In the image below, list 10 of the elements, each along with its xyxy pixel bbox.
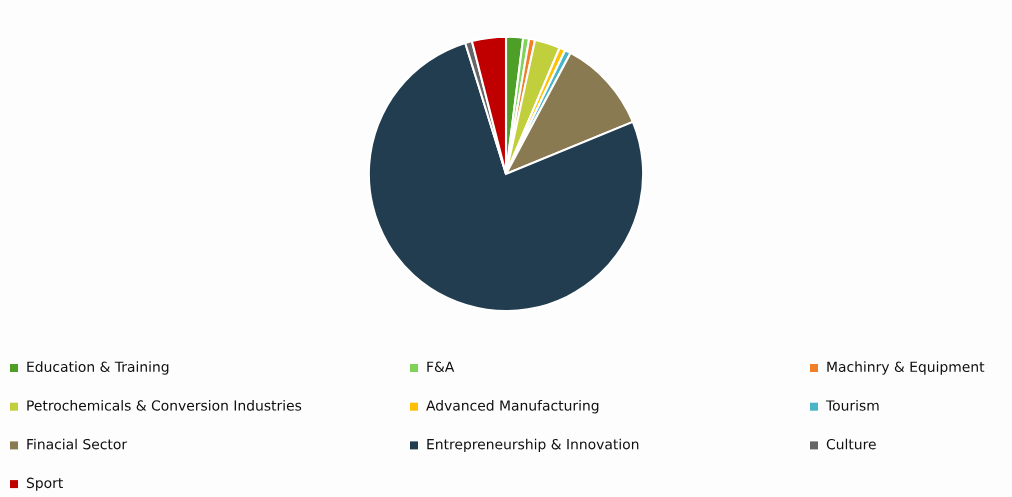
legend-label: Machinry & Equipment — [827, 361, 985, 375]
legend-label: Culture — [826, 438, 876, 450]
legend-label: Tourism — [825, 399, 879, 411]
legend-label: Entrepreneurship & Innovation — [427, 438, 639, 453]
legend-label: F&A — [427, 361, 455, 373]
legend-label: Finacial Sector — [27, 438, 128, 450]
legend-label: Petrochemicals & Conversion Industries — [27, 399, 302, 411]
legend-label: Education & Training — [27, 361, 169, 375]
legend-label: Sport — [26, 477, 63, 491]
legend-label: Advanced Manufacturing — [426, 399, 599, 414]
